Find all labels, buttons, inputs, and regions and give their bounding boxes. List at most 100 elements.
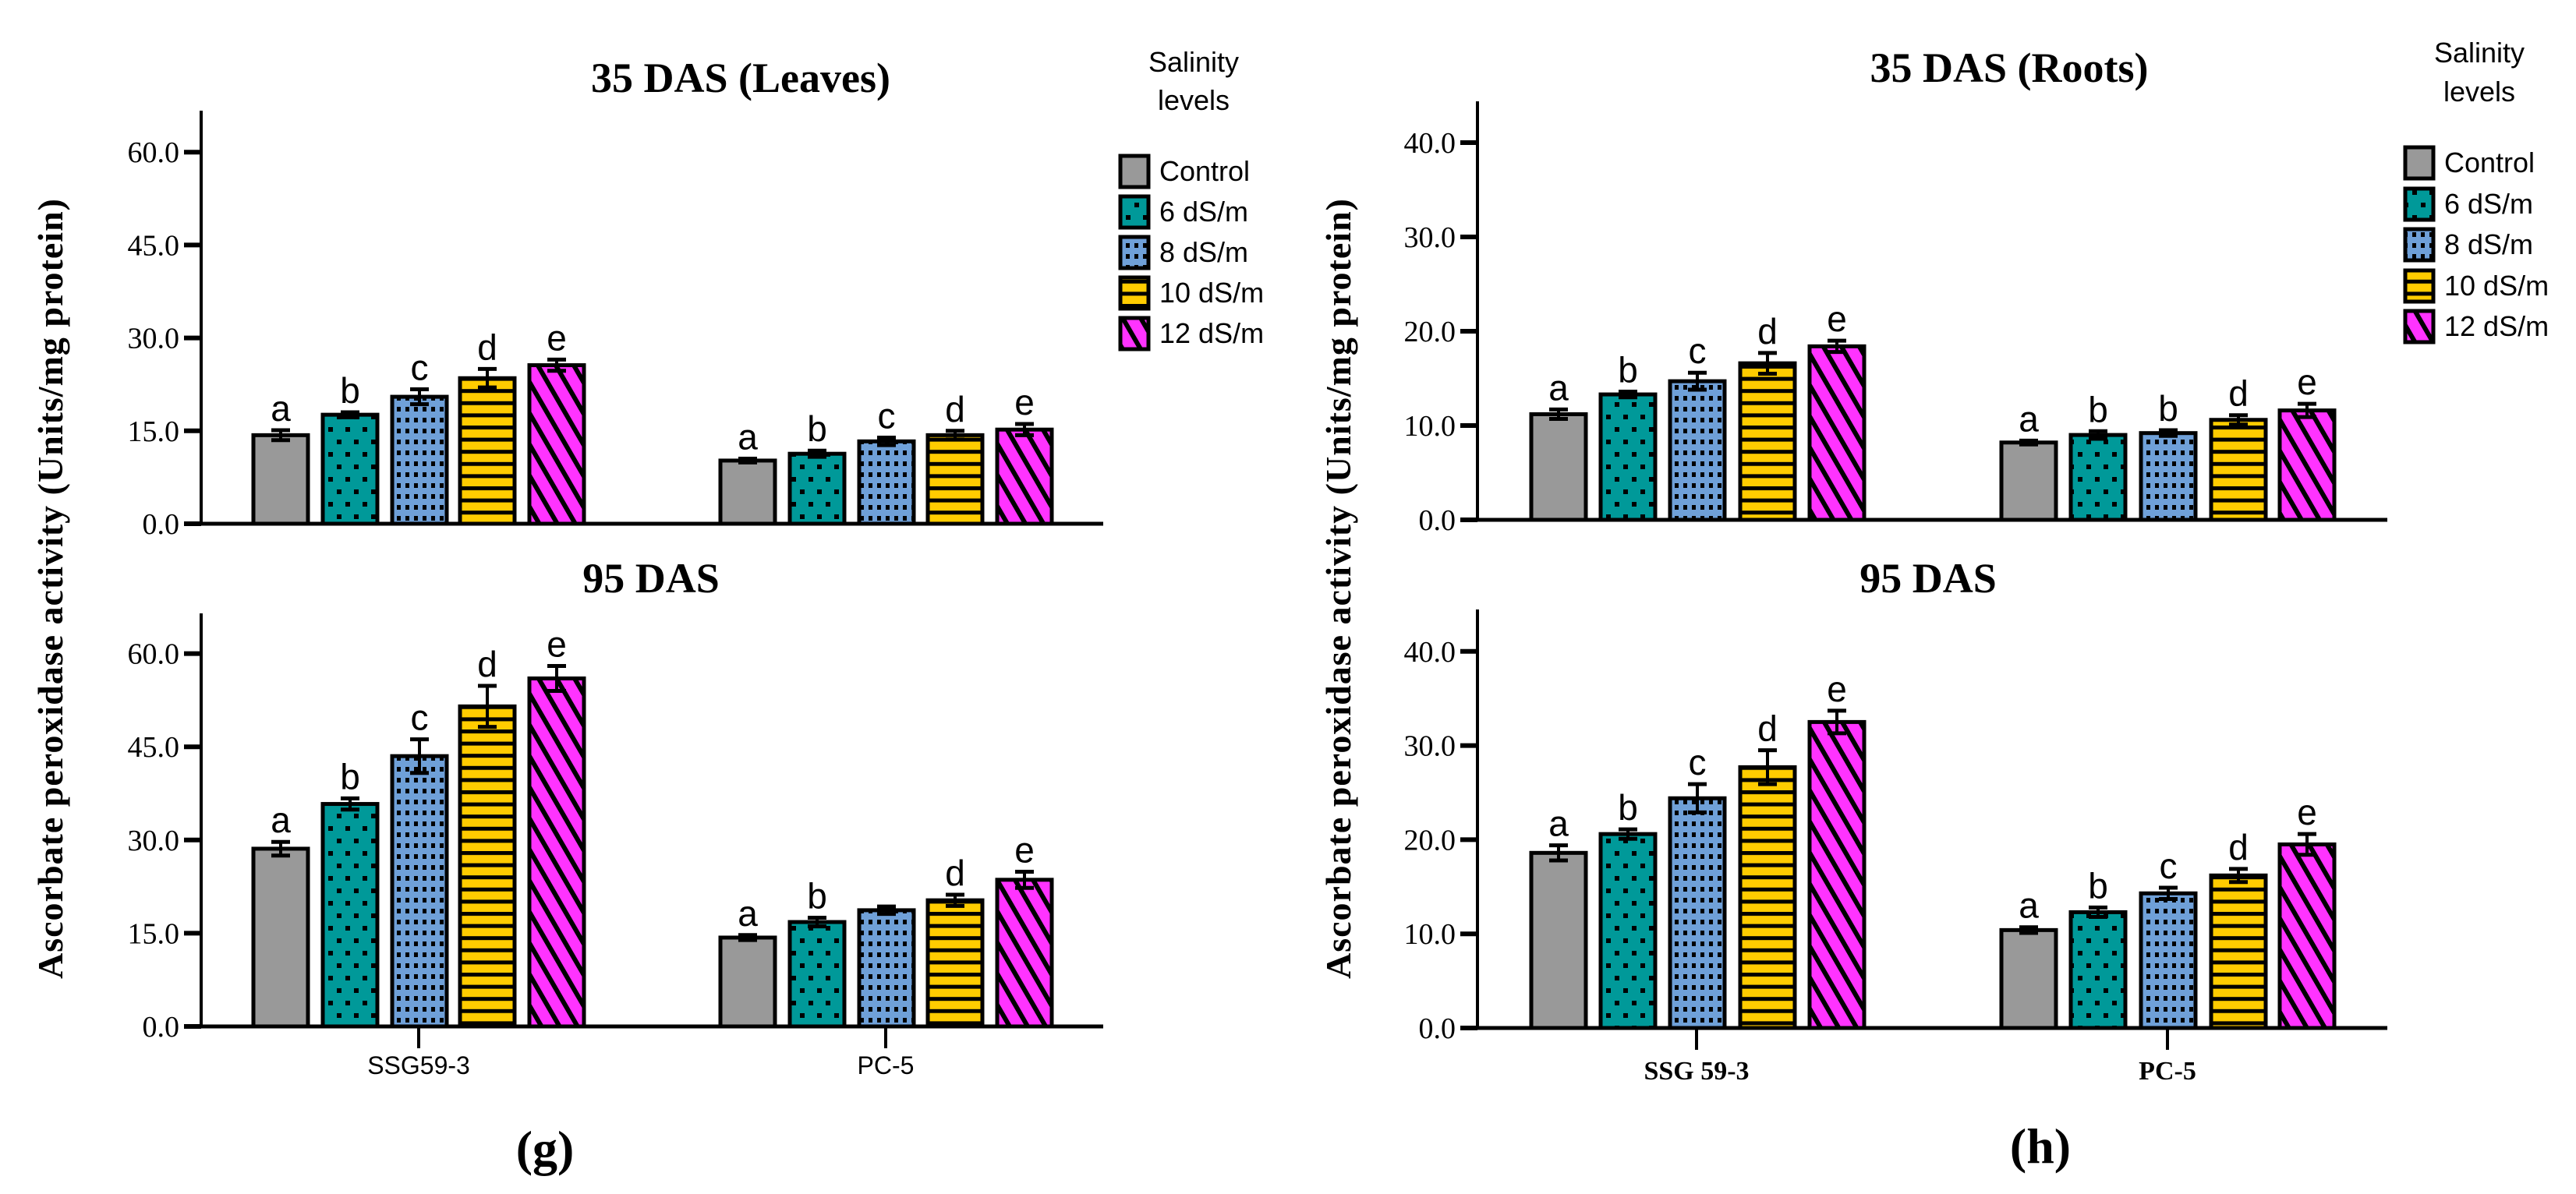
bar-control: [1529, 412, 1588, 522]
bar-control: [718, 458, 777, 526]
legend-item-label: 10 dS/m: [1159, 277, 1264, 309]
significance-letter: b: [1618, 787, 1638, 828]
legend-title: levels: [2443, 76, 2515, 108]
y-tick-label: 10.0: [1404, 918, 1456, 951]
bar-12dsm: [995, 427, 1054, 526]
significance-letter: b: [2158, 388, 2178, 429]
legend-swatch-3: [1118, 275, 1151, 311]
subplot-title: 35 DAS (Leaves): [591, 55, 890, 101]
significance-letter: e: [1827, 298, 1847, 339]
significance-letter: c: [411, 348, 429, 388]
significance-letter: b: [2088, 865, 2108, 906]
bar-10dsm: [1738, 765, 1797, 1030]
significance-letter: e: [1014, 382, 1035, 422]
legend-swatch-4: [2403, 309, 2436, 344]
y-tick-label: 30.0: [128, 323, 180, 355]
significance-letter: c: [1689, 330, 1707, 371]
legend-swatch-1: [2403, 186, 2436, 222]
legend-swatch-0: [2403, 145, 2436, 181]
bar-10dsm: [2209, 418, 2268, 522]
panel-label: (h): [2010, 1118, 2071, 1174]
bar-8dsm: [1668, 796, 1727, 1030]
y-tick-label: 45.0: [128, 229, 180, 262]
significance-letter: a: [271, 388, 291, 429]
bar-6dsm: [1598, 832, 1658, 1030]
y-tick-label: 45.0: [128, 731, 180, 764]
y-tick-label: 20.0: [1404, 316, 1456, 348]
significance-letter: e: [1827, 669, 1847, 709]
significance-letter: d: [477, 327, 497, 367]
significance-letter: b: [807, 875, 827, 916]
significance-letter: c: [411, 698, 429, 738]
y-tick-label: 0.0: [1419, 1012, 1456, 1045]
bar-12dsm: [2277, 842, 2337, 1030]
legend-swatch-4: [1118, 316, 1151, 351]
legend-item-label: 8 dS/m: [1159, 236, 1248, 268]
bar-6dsm: [787, 920, 847, 1029]
significance-letter: a: [271, 800, 291, 840]
bar-control: [1999, 440, 2058, 522]
legend-title: levels: [1158, 84, 1230, 116]
bar-12dsm: [995, 878, 1054, 1029]
significance-letter: a: [1548, 367, 1569, 408]
y-tick-label: 30.0: [1404, 730, 1456, 763]
significance-letter: d: [945, 389, 965, 429]
bar-control: [251, 846, 310, 1029]
significance-letter: c: [2160, 846, 2178, 886]
legend-title: Salinity: [2434, 37, 2525, 69]
bar-8dsm: [390, 394, 449, 526]
y-tick-label: 15.0: [128, 917, 180, 950]
legend-item-label: 12 dS/m: [1159, 317, 1264, 349]
bar-6dsm: [320, 802, 380, 1029]
legend-swatch-0: [1118, 154, 1151, 189]
bar-8dsm: [390, 754, 449, 1029]
subplot-title: 35 DAS (Roots): [1870, 44, 2149, 91]
legend-swatch-2: [2403, 227, 2436, 263]
significance-letter: b: [1618, 349, 1638, 390]
significance-letter: b: [340, 370, 360, 411]
legend-item-label: 10 dS/m: [2444, 270, 2549, 302]
bar-6dsm: [2068, 433, 2128, 522]
bar-10dsm: [1738, 361, 1797, 522]
y-tick-label: 10.0: [1404, 410, 1456, 443]
x-tick-label: PC-5: [858, 1051, 915, 1079]
y-tick-label: 40.0: [1404, 127, 1456, 160]
legend-swatch-2: [1118, 235, 1151, 270]
legend-item-label: Control: [2444, 147, 2535, 178]
bar-10dsm: [458, 376, 517, 526]
subplot-title: 95 DAS: [1859, 555, 1997, 602]
bar-12dsm: [527, 676, 586, 1029]
significance-letter: a: [2019, 885, 2039, 926]
significance-letter: b: [807, 408, 827, 449]
significance-letter: a: [738, 417, 758, 457]
bar-10dsm: [925, 433, 985, 526]
y-tick-label: 0.0: [143, 1011, 180, 1044]
significance-letter: e: [547, 624, 567, 665]
bar-8dsm: [2139, 431, 2198, 522]
y-tick-label: 20.0: [1404, 824, 1456, 857]
y-axis-label: Ascorbate peroxidase activity (Units/mg …: [30, 198, 70, 979]
bar-12dsm: [527, 363, 586, 526]
bar-control: [1999, 927, 2058, 1030]
bar-6dsm: [320, 412, 380, 526]
subplot-title: 95 DAS: [582, 555, 720, 602]
y-tick-label: 30.0: [128, 825, 180, 857]
significance-letter: d: [945, 853, 965, 893]
significance-letter: a: [2019, 398, 2039, 439]
y-tick-label: 40.0: [1404, 636, 1456, 669]
legend-item-label: 8 dS/m: [2444, 228, 2533, 260]
legend-item-label: 6 dS/m: [2444, 188, 2533, 220]
panel-label: (g): [516, 1121, 575, 1176]
legend-item-label: Control: [1159, 155, 1250, 187]
significance-letter: d: [477, 644, 497, 684]
bar-10dsm: [2209, 873, 2268, 1030]
bar-6dsm: [2068, 910, 2128, 1030]
significance-letter: e: [1014, 829, 1035, 870]
legend-item-label: 12 dS/m: [2444, 310, 2549, 342]
significance-letter: d: [1757, 311, 1778, 351]
y-tick-label: 60.0: [128, 136, 180, 169]
bar-6dsm: [787, 451, 847, 526]
bar-8dsm: [857, 908, 916, 1029]
